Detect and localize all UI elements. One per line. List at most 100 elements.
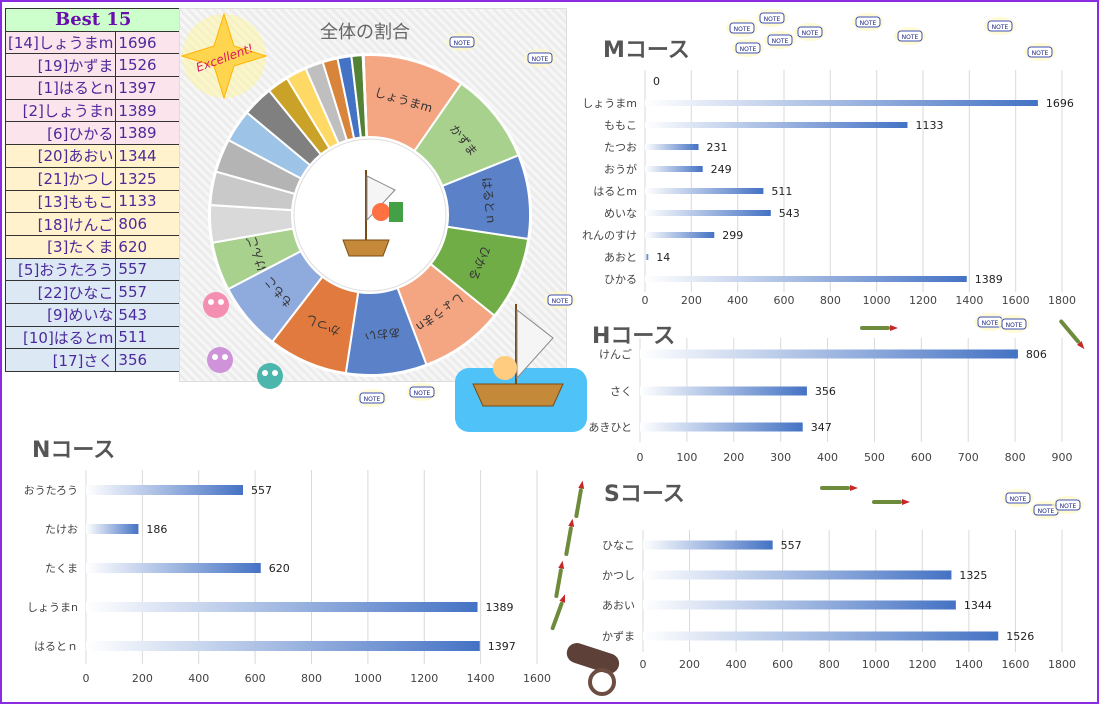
best-title: Best 15 <box>4 8 182 32</box>
category-label: れんのすけ <box>582 229 637 242</box>
category-label: はるとｎ <box>34 640 78 653</box>
bar <box>645 122 908 128</box>
value-label: 1397 <box>488 640 516 653</box>
best-name: [17]さく <box>4 348 117 372</box>
bar <box>645 100 1038 106</box>
x-tick-label: 400 <box>726 658 747 671</box>
x-tick-label: 600 <box>774 294 795 307</box>
category-label: けんご <box>599 347 632 361</box>
x-tick-label: 800 <box>1005 451 1026 464</box>
value-label: 299 <box>722 229 743 242</box>
category-label: しょうまn <box>27 601 78 614</box>
best-row: [2]しょうまn 1389 <box>4 98 182 123</box>
bar <box>643 570 952 580</box>
bar <box>645 210 771 216</box>
best-score: 511 <box>115 325 182 350</box>
best-score: 620 <box>115 234 182 259</box>
value-label: 356 <box>815 385 836 398</box>
x-tick-label: 200 <box>681 294 702 307</box>
x-tick-label: 0 <box>642 294 649 307</box>
best-name: [13]ももこ <box>4 189 117 214</box>
best-row: [22]ひなこ 557 <box>4 280 182 304</box>
bar <box>640 349 1018 359</box>
best-row: [18]けんご 806 <box>4 212 182 236</box>
value-label: 620 <box>269 562 290 575</box>
best-score: 1397 <box>115 76 182 100</box>
best-score: 1344 <box>115 144 182 168</box>
best-row: [21]かつし 1325 <box>4 166 182 191</box>
value-label: 231 <box>707 141 728 154</box>
x-tick-label: 1000 <box>862 658 890 671</box>
value-label: 249 <box>711 163 732 176</box>
x-tick-label: 1400 <box>955 658 983 671</box>
best-score: 557 <box>115 280 182 304</box>
bar <box>643 600 956 610</box>
x-tick-label: 100 <box>676 451 697 464</box>
x-tick-label: 400 <box>727 294 748 307</box>
best-row: [13]ももこ 1133 <box>4 189 182 214</box>
best-row: [5]おうたろう 557 <box>4 257 182 282</box>
category-label: たくま <box>45 562 78 575</box>
value-label: 0 <box>653 75 660 88</box>
bar <box>86 524 139 534</box>
bar <box>643 631 999 641</box>
h-course-title: Hコース <box>592 324 676 349</box>
excellent-badge: Excellent! <box>180 12 268 100</box>
x-tick-label: 400 <box>817 451 838 464</box>
category-label: あきひと <box>588 421 632 434</box>
best-name: [2]しょうまn <box>4 98 117 123</box>
value-label: 1526 <box>1006 630 1034 643</box>
category-label: あおい <box>602 599 635 612</box>
n-course-title: Nコース <box>32 438 116 463</box>
bar <box>86 485 244 495</box>
x-tick-label: 1200 <box>909 294 937 307</box>
best-name: [21]かつし <box>4 166 117 191</box>
x-tick-label: 1400 <box>467 672 495 685</box>
category-label: かつし <box>602 569 635 582</box>
x-tick-label: 1600 <box>1001 658 1029 671</box>
m-course-title: Mコース <box>603 38 690 63</box>
value-label: 511 <box>771 185 792 198</box>
value-label: 186 <box>146 523 167 536</box>
bar <box>645 232 715 238</box>
ship-icon <box>342 170 403 257</box>
bar <box>86 602 478 612</box>
best-name: [20]あおい <box>4 144 117 168</box>
best-row: [10]はるとm 511 <box>4 325 182 350</box>
category-label: ひかる <box>604 273 637 286</box>
x-tick-label: 900 <box>1052 451 1073 464</box>
value-label: 14 <box>656 251 670 264</box>
bar <box>645 188 764 194</box>
bar <box>645 254 649 260</box>
x-tick-label: 400 <box>188 672 209 685</box>
ship-icon <box>455 304 587 432</box>
category-label: たけお <box>45 523 78 536</box>
bird-icon <box>203 292 229 318</box>
category-label: おうたろう <box>24 484 78 497</box>
x-tick-label: 200 <box>132 672 153 685</box>
bar <box>645 144 699 150</box>
cannon-icon <box>566 643 620 696</box>
bar <box>86 641 480 651</box>
bar <box>640 422 803 432</box>
value-label: 1696 <box>1046 97 1074 110</box>
x-tick-label: 1000 <box>354 672 382 685</box>
x-tick-label: 800 <box>819 658 840 671</box>
pie-title: 全体の割合 <box>320 22 410 43</box>
bar <box>645 166 703 172</box>
category-label: たつお <box>604 141 637 154</box>
best-row: [19]かずま 1526 <box>4 53 182 78</box>
value-label: 1389 <box>486 601 514 614</box>
value-label: 1325 <box>959 569 987 582</box>
x-tick-label: 1200 <box>410 672 438 685</box>
category-label: めいな <box>604 207 637 220</box>
value-label: 557 <box>251 484 272 497</box>
value-label: 557 <box>781 539 802 552</box>
value-label: 543 <box>779 207 800 220</box>
x-tick-label: 1600 <box>1002 294 1030 307</box>
value-label: 1389 <box>975 273 1003 286</box>
x-tick-label: 200 <box>679 658 700 671</box>
best-name: [5]おうたろう <box>4 257 117 282</box>
best-score: 1526 <box>115 53 182 78</box>
